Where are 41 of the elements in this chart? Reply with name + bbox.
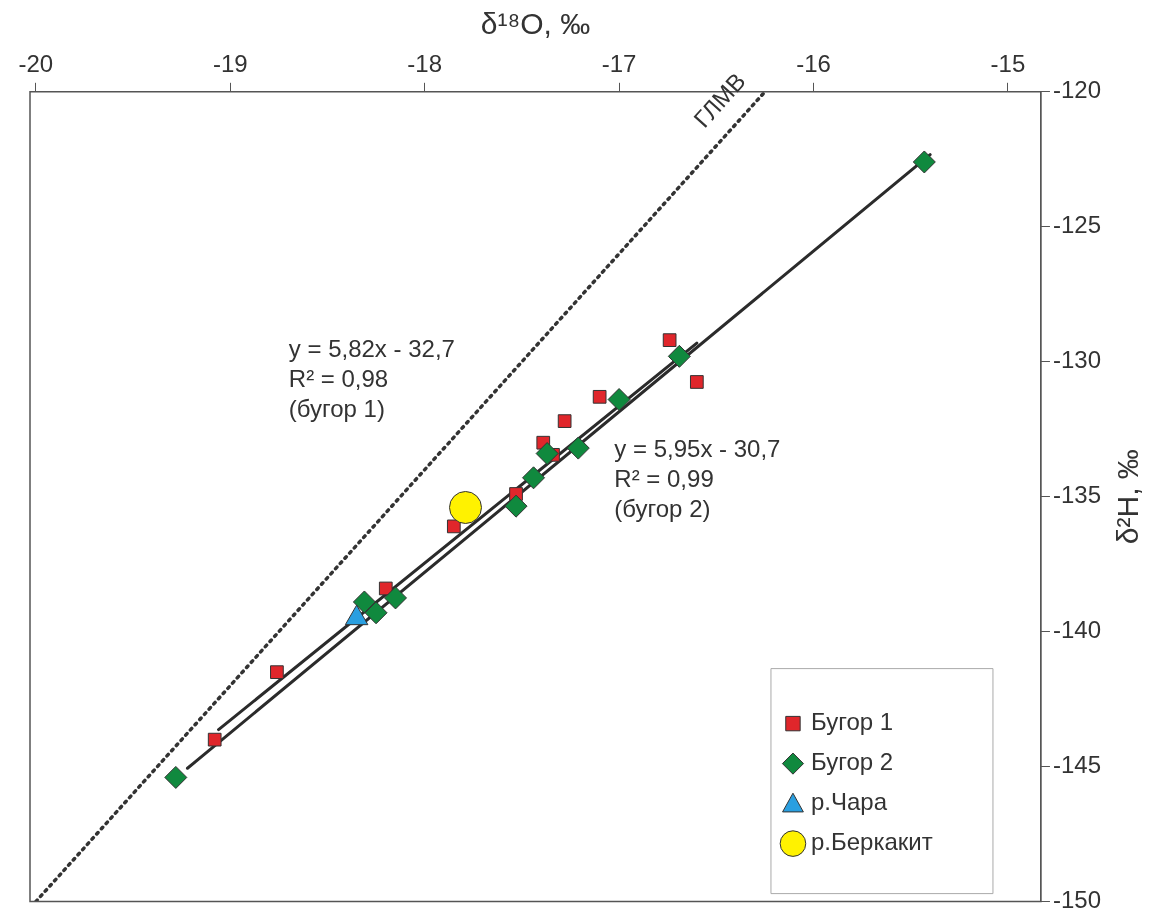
x-tick-label: -19 — [212, 50, 248, 78]
point — [522, 466, 546, 490]
annotation: y = 5,95x - 30,7 R² = 0,99 (бугор 2) — [614, 435, 781, 523]
y-tick-label: -120 — [1052, 76, 1102, 104]
legend-label: р.Беркакит — [810, 828, 933, 856]
point — [607, 388, 631, 412]
point — [504, 494, 528, 518]
point — [352, 590, 376, 614]
point — [207, 732, 222, 747]
x-tick-label: -16 — [796, 50, 831, 78]
point — [164, 765, 188, 789]
y-tick-label: -145 — [1052, 751, 1102, 779]
y-tick-label: -135 — [1052, 481, 1102, 509]
point — [662, 333, 677, 347]
point — [446, 519, 461, 534]
point — [557, 414, 572, 428]
x-tick-label: -20 — [18, 50, 54, 78]
x-axis-title: δ¹⁸O, ‰ — [480, 7, 591, 41]
point — [667, 344, 691, 368]
y-tick-label: -150 — [1052, 886, 1102, 914]
point — [270, 665, 284, 680]
x-tick-label: -17 — [601, 50, 637, 78]
point — [384, 586, 407, 610]
point — [448, 491, 482, 524]
point — [378, 581, 393, 596]
y-tick-label: -125 — [1052, 211, 1102, 239]
annotation: y = 5,82x - 32,7 R² = 0,98 (бугор 1) — [288, 335, 455, 423]
point — [364, 601, 388, 625]
point — [535, 442, 559, 466]
legend-label: Бугор 1 — [810, 708, 894, 736]
point — [689, 375, 704, 389]
y-tick-label: -130 — [1052, 346, 1102, 374]
y-tick-label: -140 — [1052, 616, 1102, 644]
x-tick-label: -18 — [407, 50, 443, 78]
legend-label: р.Чара — [810, 788, 888, 816]
y-axis-title: δ²H, ‰ — [1111, 449, 1145, 545]
legend-label: Бугор 2 — [810, 748, 894, 776]
point — [912, 150, 936, 174]
point — [566, 436, 590, 460]
point — [592, 389, 607, 404]
x-tick-label: -15 — [990, 50, 1026, 78]
